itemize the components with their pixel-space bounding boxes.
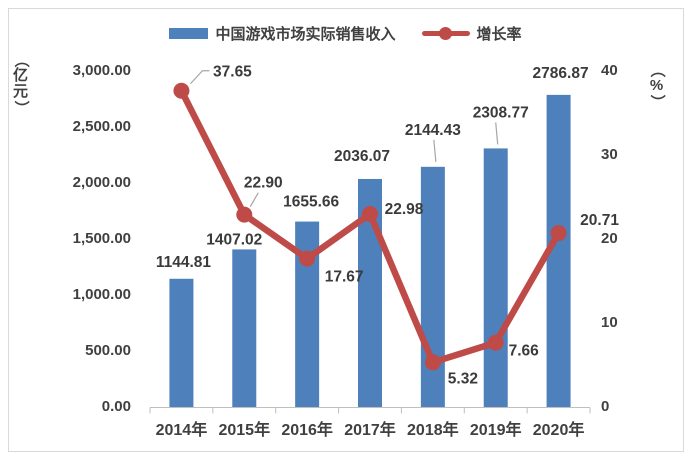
bar	[232, 249, 257, 407]
leader-line	[495, 122, 499, 145]
right-axis-tick: 0	[601, 398, 610, 415]
left-axis-tick: 2,000.00	[72, 174, 131, 191]
leader-line	[249, 192, 259, 207]
axis-title-char: %	[649, 77, 664, 94]
growth-line-point	[236, 206, 253, 223]
bar	[169, 278, 194, 407]
right-axis-title: （%）	[649, 62, 666, 110]
line-data-label: 20.71	[580, 212, 619, 229]
x-axis-label: 2018年	[407, 422, 459, 439]
left-axis-tick: 500.00	[85, 342, 131, 359]
line-series-swatch	[421, 26, 470, 40]
right-axis-tick: 20	[601, 230, 618, 247]
line-data-label: 7.66	[509, 343, 540, 360]
x-axis-label: 2014年	[155, 422, 208, 439]
bar-data-label: 1655.66	[283, 194, 339, 211]
left-axis-title: （亿元）	[13, 52, 30, 116]
legend-item-revenue: 中国游戏市场实际销售收入	[169, 23, 396, 44]
line-data-label: 22.90	[244, 175, 283, 192]
x-axis-label: 2016年	[281, 422, 333, 439]
bar-data-label: 2786.87	[533, 65, 589, 82]
line-swatch-marker-icon	[439, 26, 452, 40]
axis-title-char: 亿	[13, 67, 29, 84]
line-data-label: 17.67	[325, 269, 364, 286]
legend: 中国游戏市场实际销售收入 增长率	[0, 21, 691, 45]
bar-data-label: 1407.02	[206, 231, 262, 248]
right-axis-tick: 10	[601, 314, 618, 331]
left-axis-tick: 1,000.00	[72, 286, 131, 303]
left-axis-tick: 2,500.00	[72, 118, 131, 135]
bar-data-label: 2036.07	[334, 148, 390, 165]
bar	[420, 166, 445, 407]
legend-label-revenue: 中国游戏市场实际销售收入	[215, 25, 396, 43]
axis-title-char: 元	[13, 83, 29, 100]
growth-line-point	[424, 354, 441, 371]
x-axis-label: 2015年	[218, 422, 271, 439]
bar	[483, 148, 508, 407]
left-axis-tick: 3,000.00	[72, 62, 131, 79]
bar-data-label: 2308.77	[473, 104, 529, 121]
left-axis-tick: 1,500.00	[72, 230, 131, 247]
bar-data-label: 2144.43	[405, 122, 461, 139]
legend-item-growth: 增长率	[421, 23, 522, 44]
growth-line-point	[362, 205, 378, 222]
x-axis-label: 2020年	[532, 422, 585, 439]
line-data-label: 22.98	[385, 201, 424, 218]
growth-line-point	[550, 225, 567, 242]
right-axis-tick: 30	[601, 146, 618, 163]
growth-line-point	[299, 250, 316, 267]
x-axis-label: 2019年	[469, 422, 522, 439]
left-axis-tick: 0.00	[101, 398, 131, 415]
x-axis-label: 2017年	[344, 422, 396, 439]
leader-line	[189, 70, 210, 85]
growth-line-point	[173, 82, 190, 99]
right-axis-tick: 40	[601, 62, 618, 79]
line-data-label: 5.32	[448, 370, 478, 387]
line-data-label: 37.65	[213, 64, 252, 81]
growth-line-point	[487, 334, 504, 351]
legend-label-growth: 增长率	[476, 25, 522, 43]
bar-data-label: 1144.81	[156, 254, 212, 271]
leader-line	[433, 139, 437, 162]
bar-series-swatch	[169, 27, 209, 39]
